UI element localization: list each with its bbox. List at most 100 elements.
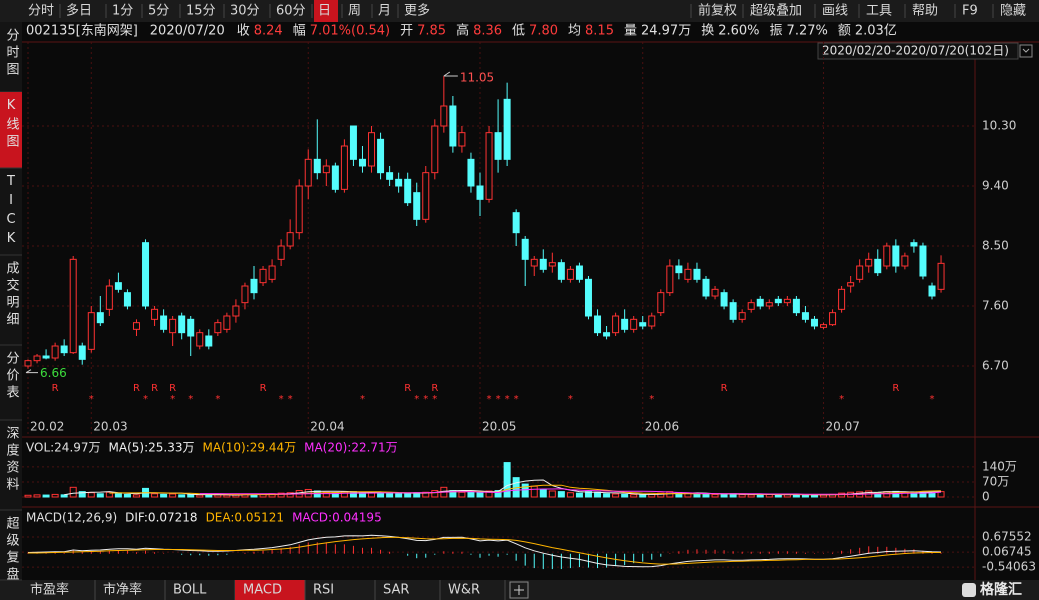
y-tick-label: 0.67552: [982, 530, 1032, 544]
bottom-tab[interactable]: W&R: [448, 583, 480, 598]
signal-marker: R: [892, 383, 899, 394]
candle-body: [612, 315, 620, 334]
volume-bar: [386, 492, 394, 498]
volume-bar: [621, 493, 629, 498]
candle-body: [358, 158, 366, 167]
candle-body: [268, 265, 276, 280]
candle-body: [485, 132, 493, 200]
quote-text: 24.97万: [641, 24, 691, 39]
toolbar-tab[interactable]: 5分: [148, 4, 169, 19]
candle-body: [286, 232, 294, 247]
volume-bar: [494, 490, 502, 498]
max-arrow: [443, 71, 458, 77]
volume-bar: [810, 494, 818, 498]
signal-marker: *: [89, 394, 94, 405]
volume-bar: [756, 494, 764, 498]
signal-marker: R: [721, 383, 728, 394]
legend-entry: MA(10):29.44万: [203, 441, 297, 455]
candle-body: [196, 332, 204, 347]
y-tick-label: 9.40: [982, 179, 1009, 193]
add-tab[interactable]: [509, 581, 529, 599]
toolbar-tab[interactable]: 日: [318, 4, 331, 19]
sidebar-tab[interactable]: TICK: [4, 174, 19, 250]
sidebar-tab[interactable]: 深度资料: [4, 426, 20, 494]
signal-marker: R: [151, 383, 158, 394]
quote-text: 额: [838, 24, 851, 39]
quote-text: 002135[东南网架]: [26, 23, 138, 39]
candle-body: [621, 318, 629, 330]
toolbar-tab[interactable]: 60分: [276, 4, 306, 19]
quote-text: 换: [701, 24, 714, 39]
signal-marker: *: [170, 394, 175, 405]
candle-body: [368, 132, 376, 167]
bottom-tab[interactable]: 市净率: [103, 582, 142, 598]
signal-marker: *: [496, 394, 501, 405]
candle-body: [883, 245, 891, 267]
signal-marker: *: [288, 394, 293, 405]
candle-body: [675, 265, 683, 274]
candle-body: [774, 298, 782, 304]
toolbar-tab[interactable]: 30分: [230, 4, 260, 19]
volume-bar: [575, 492, 583, 498]
candle-body: [512, 212, 520, 234]
candle-body: [684, 268, 692, 280]
volume-bar: [738, 494, 746, 498]
signal-marker: *: [839, 394, 844, 405]
volume-bar: [51, 493, 59, 498]
candle-body: [937, 262, 945, 290]
volume-bar: [358, 492, 366, 498]
toolbar-tab[interactable]: 1分: [112, 4, 133, 19]
candle-body: [24, 360, 32, 367]
bottom-tab[interactable]: 市盈率: [30, 582, 69, 598]
bottom-tab[interactable]: SAR: [383, 583, 409, 598]
candle-body: [114, 282, 122, 290]
candle-body: [738, 312, 746, 320]
toolbar: [0, 0, 1039, 22]
volume-bar: [883, 491, 891, 498]
candle-body: [232, 305, 240, 317]
toolbar-tab[interactable]: 15分: [186, 4, 216, 19]
toolbar-tab[interactable]: 月: [378, 4, 391, 19]
bottom-tab[interactable]: MACD: [243, 583, 282, 598]
toolbar-tool[interactable]: 帮助: [912, 4, 938, 19]
signal-marker: *: [568, 394, 573, 405]
toolbar-tool[interactable]: 工具: [866, 4, 892, 19]
range-box: [817, 42, 1019, 60]
toolbar-tab[interactable]: 周: [348, 4, 361, 19]
signal-marker: *: [505, 394, 510, 405]
toolbar-tool[interactable]: 隐藏: [1000, 4, 1026, 19]
sidebar-tab[interactable]: 成交明细: [4, 261, 20, 329]
bottom-tab[interactable]: BOLL: [173, 583, 207, 598]
toolbar-tab[interactable]: 更多: [404, 3, 430, 19]
toolbar-tool[interactable]: F9: [962, 4, 978, 19]
quote-text: 8.36: [473, 24, 502, 39]
signal-marker: R: [52, 383, 59, 394]
y-tick-label: -0.54063: [982, 560, 1036, 574]
x-tick-label: 20.07: [826, 420, 860, 434]
quote-text: 量: [624, 24, 637, 39]
sidebar-tab[interactable]: K线图: [4, 98, 20, 151]
expand-icon[interactable]: [1019, 44, 1033, 58]
toolbar-tool[interactable]: 超级叠加: [750, 4, 802, 19]
signal-marker: *: [649, 394, 654, 405]
toolbar-tab[interactable]: 分时: [28, 4, 54, 19]
candle-body: [123, 292, 131, 307]
candle-body: [503, 98, 511, 160]
sidebar-tab[interactable]: 分时图: [4, 28, 20, 79]
quote-text: 8.15: [585, 24, 614, 39]
candle-body: [783, 298, 791, 304]
candle-body: [865, 258, 873, 267]
toolbar-tab[interactable]: 多日: [66, 3, 92, 19]
signal-marker: *: [930, 394, 935, 405]
sidebar-tab[interactable]: 超级复盘: [4, 516, 20, 584]
candle-body: [440, 105, 448, 127]
candle-body: [566, 268, 574, 280]
toolbar-tool[interactable]: 画线: [822, 4, 848, 19]
volume-bar: [530, 485, 538, 498]
toolbar-tool[interactable]: 前复权: [698, 3, 737, 19]
quote-text: 7.80: [529, 24, 558, 39]
bottom-tab[interactable]: RSI: [313, 583, 334, 598]
sidebar-tab[interactable]: 分价表: [4, 351, 20, 402]
volume-bar: [720, 493, 728, 498]
volume-bar: [774, 494, 782, 498]
